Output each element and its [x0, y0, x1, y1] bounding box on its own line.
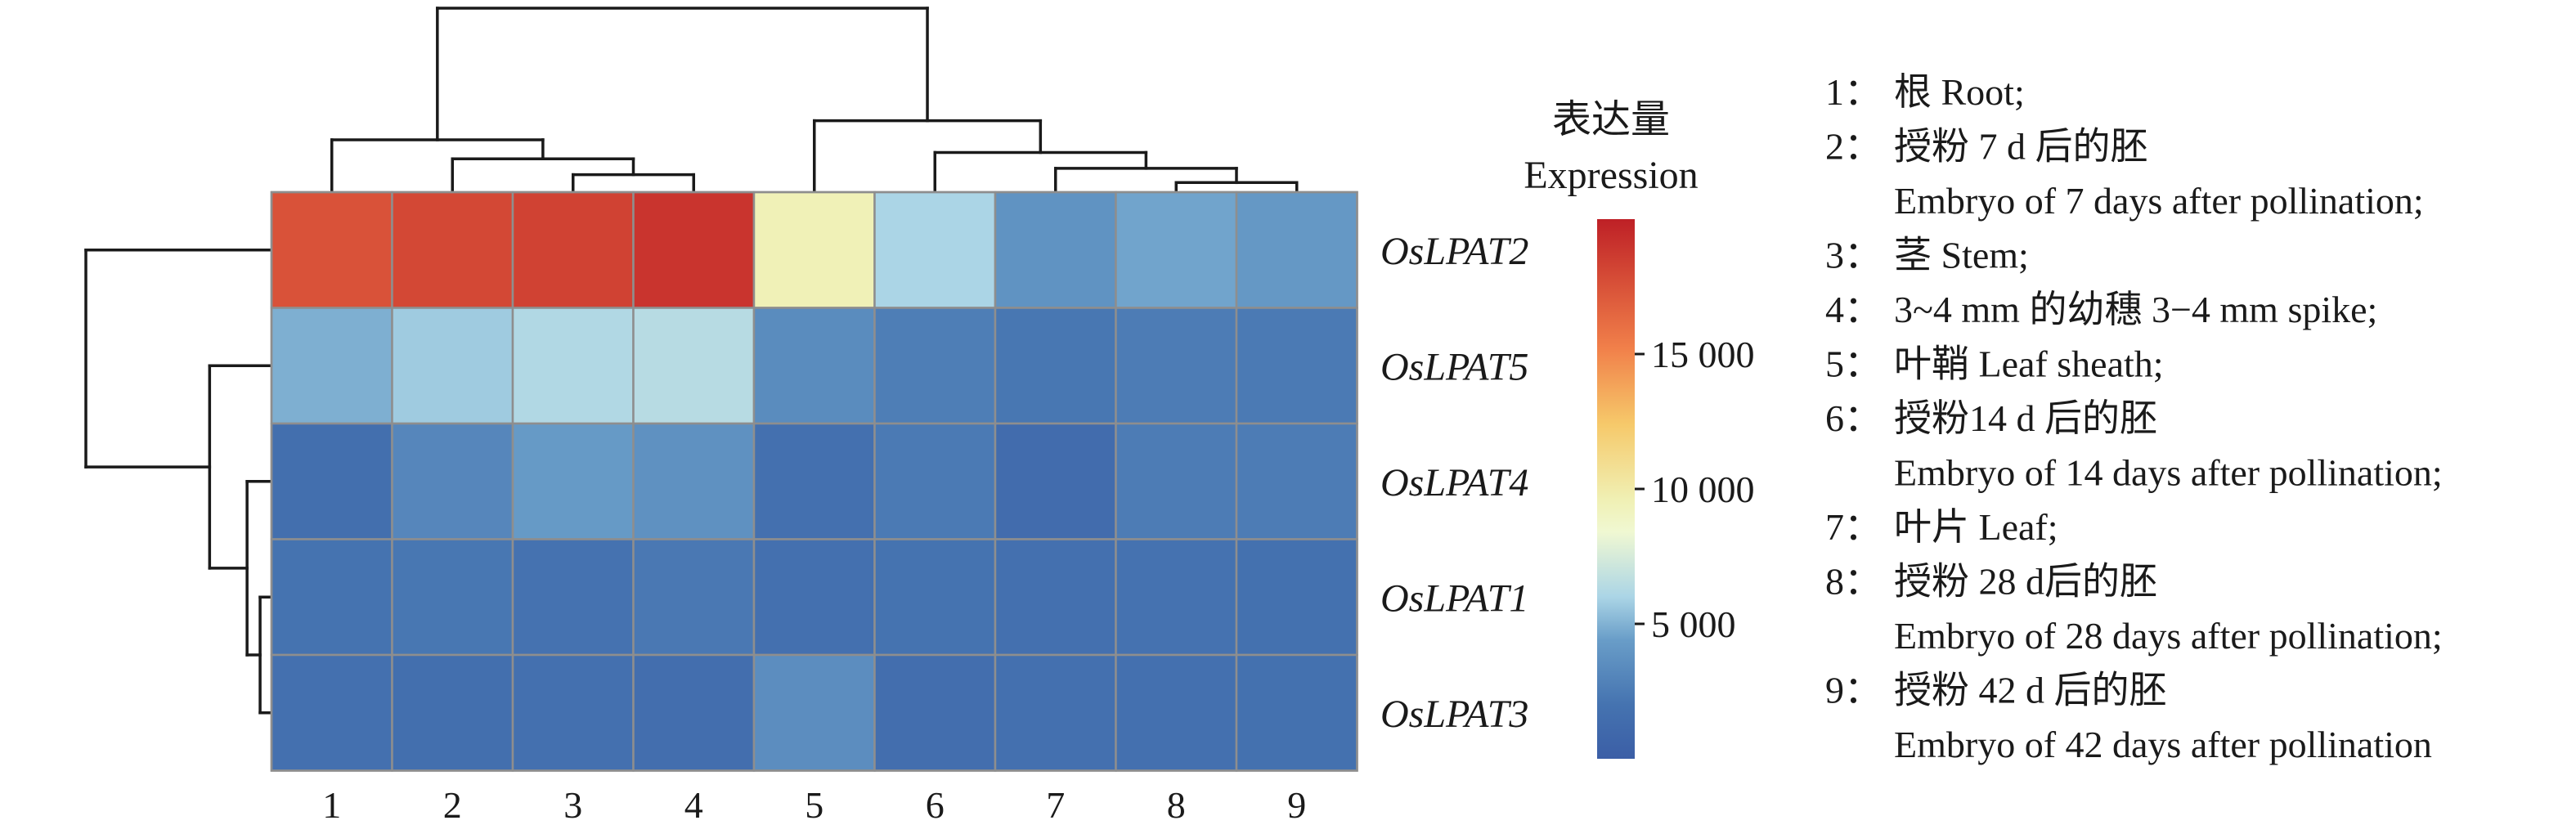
column-label: 7	[1046, 784, 1065, 826]
heatmap-cell	[391, 307, 514, 425]
sample-legend: 1： 根 Root; 2： 授粉 7 d 后的胚 Embryo of 7 days af…	[1825, 71, 2443, 765]
heatmap-cell	[1115, 191, 1238, 309]
heatmap-cell	[994, 538, 1117, 657]
heatmap-cell	[752, 307, 876, 425]
column-label: 8	[1167, 784, 1186, 826]
heatmap-cell	[873, 538, 997, 657]
colorbar-tick-label: 10 000	[1651, 469, 1755, 510]
heatmap-cell	[391, 653, 514, 772]
legend-number: 5：	[1825, 343, 1882, 385]
heatmap-cell	[873, 191, 997, 309]
heatmap-cell	[632, 422, 756, 540]
heatmap-cell	[1115, 653, 1238, 772]
heatmap-cell	[1115, 538, 1238, 657]
heatmap-cell	[511, 653, 635, 772]
heatmap-cell	[270, 307, 393, 425]
column-label: 2	[443, 784, 462, 826]
row-dendrogram	[84, 249, 272, 715]
heatmap-cell	[270, 538, 393, 657]
column-label: 3	[563, 784, 582, 826]
heatmap-cell	[270, 422, 393, 540]
heatmap-cell	[511, 191, 635, 309]
row-labels: OsLPAT2 OsLPAT5 OsLPAT4 OsLPAT1 OsLPAT3	[1380, 230, 1528, 736]
legend-number: 8：	[1825, 561, 1882, 603]
heatmap-cell	[1235, 191, 1358, 309]
heatmap-cell	[632, 653, 756, 772]
legend-text: 叶鞘 Leaf sheath;	[1894, 343, 2164, 385]
heatmap-cell	[391, 191, 514, 309]
heatmap-cell	[752, 538, 876, 657]
heatmap-cell	[994, 653, 1117, 772]
legend-number: 4：	[1825, 289, 1882, 330]
legend-number: 2：	[1825, 126, 1882, 168]
heatmap-cell	[1235, 307, 1358, 425]
colorbar-title-en: Expression	[1524, 154, 1698, 197]
legend-text: Embryo of 42 days after pollination	[1894, 724, 2432, 765]
legend-text: Embryo of 28 days after pollination;	[1894, 615, 2443, 657]
heatmap-cell	[511, 307, 635, 425]
row-label: OsLPAT4	[1380, 461, 1528, 504]
heatmap-cell	[270, 653, 393, 772]
heatmap-cell	[752, 422, 876, 540]
heatmap-cell	[994, 191, 1117, 309]
legend-text: 根 Root;	[1894, 71, 2025, 113]
colorbar-tick-label: 15 000	[1651, 334, 1755, 375]
row-label: OsLPAT3	[1380, 693, 1528, 736]
heatmap-cell	[873, 422, 997, 540]
heatmap-cell	[752, 653, 876, 772]
heatmap-cell	[511, 538, 635, 657]
column-label: 6	[926, 784, 945, 826]
heatmap-cell	[1235, 422, 1358, 540]
heatmap-frame	[270, 191, 1358, 772]
heatmap-cell	[994, 422, 1117, 540]
heatmap-cell	[873, 653, 997, 772]
colorbar-rect	[1597, 219, 1635, 759]
legend-number: 6：	[1825, 397, 1882, 439]
colorbar-tick-label: 5 000	[1651, 603, 1736, 645]
legend-text: 3~4 mm 的幼穗 3−4 mm spike;	[1894, 289, 2377, 330]
heatmap-cell	[632, 307, 756, 425]
heatmap-cell	[994, 307, 1117, 425]
row-label: OsLPAT5	[1380, 345, 1528, 388]
legend-text: 茎 Stem;	[1894, 235, 2029, 276]
row-label: OsLPAT2	[1380, 230, 1528, 273]
legend-number: 1：	[1825, 71, 1882, 113]
heatmap-grid	[270, 191, 1358, 772]
heatmap-cell	[1115, 422, 1238, 540]
legend-number: 3：	[1825, 235, 1882, 276]
heatmap-cell	[391, 422, 514, 540]
column-labels: 1 2 3 4 5 6 7 8 9	[322, 784, 1306, 826]
heatmap-cell	[1235, 538, 1358, 657]
legend-text: 授粉 42 d 后的胚	[1894, 670, 2167, 711]
legend-text: 授粉14 d 后的胚	[1894, 397, 2157, 439]
colorbar: 表达量 Expression 5 000 10 000 15 000	[1524, 98, 1755, 759]
heatmap-cell	[1115, 307, 1238, 425]
heatmap-cell	[632, 191, 756, 309]
legend-text: 叶片 Leaf;	[1894, 506, 2058, 548]
legend-text: Embryo of 7 days after pollination;	[1894, 180, 2424, 222]
colorbar-ticks: 5 000 10 000 15 000	[1635, 334, 1755, 645]
column-dendrogram	[330, 7, 1299, 192]
heatmap-cell	[391, 538, 514, 657]
heatmap-cell	[873, 307, 997, 425]
colorbar-title-cn: 表达量	[1552, 98, 1670, 141]
column-label: 5	[805, 784, 824, 826]
column-label: 1	[322, 784, 341, 826]
heatmap-cell	[752, 191, 876, 309]
row-label: OsLPAT1	[1380, 576, 1528, 620]
legend-text: Embryo of 14 days after pollination;	[1894, 452, 2443, 494]
legend-number: 7：	[1825, 506, 1882, 548]
heatmap-cell	[632, 538, 756, 657]
legend-number: 9：	[1825, 670, 1882, 711]
legend-text: 授粉 28 d后的胚	[1894, 561, 2157, 603]
heatmap-cell	[1235, 653, 1358, 772]
column-label: 4	[684, 784, 703, 826]
heatmap-cell	[511, 422, 635, 540]
legend-text: 授粉 7 d 后的胚	[1894, 126, 2148, 168]
heatmap-cell	[270, 191, 393, 309]
column-label: 9	[1287, 784, 1306, 826]
